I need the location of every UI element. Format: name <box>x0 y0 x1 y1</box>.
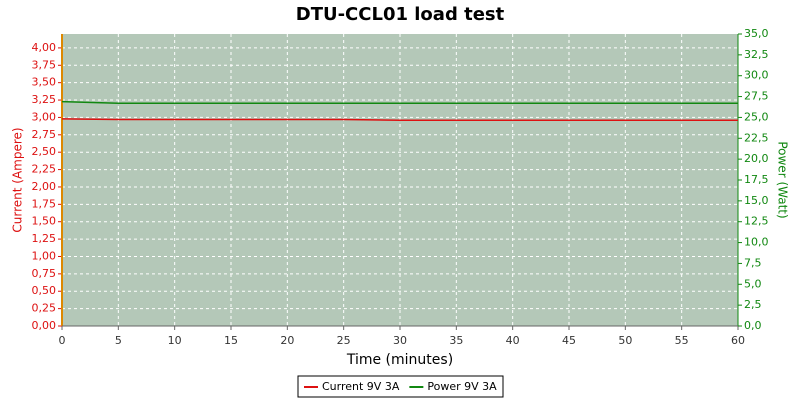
y-tick-label: 2,00 <box>32 180 57 193</box>
x-tick-label: 55 <box>675 334 689 347</box>
x-tick-label: 15 <box>224 334 238 347</box>
x-tick-label: 30 <box>393 334 407 347</box>
y-tick-label: 1,00 <box>32 249 57 262</box>
legend-label: Power 9V 3A <box>427 380 497 393</box>
chart-title: DTU-CCL01 load test <box>296 4 505 25</box>
y2-tick-label: 7,5 <box>744 256 762 269</box>
legend <box>297 375 504 398</box>
x-tick-label: 10 <box>168 334 182 347</box>
y-tick-label: 0,75 <box>32 267 57 280</box>
y-tick-label: 0,00 <box>32 319 57 332</box>
y-tick-label: 3,75 <box>32 58 57 71</box>
y-tick-label: 0,25 <box>32 302 57 315</box>
y2-tick-label: 25,0 <box>744 110 769 123</box>
y-tick-label: 3,25 <box>32 93 57 106</box>
y-tick-label: 2,50 <box>32 145 57 158</box>
series-line <box>61 118 738 121</box>
y2-tick-label: 17,5 <box>744 173 769 186</box>
y-tick-label: 3,50 <box>32 76 57 89</box>
y2-tick-label: 15,0 <box>744 194 769 207</box>
x-axis-label: Time (minutes) <box>346 352 453 368</box>
y2-tick-label: 0,0 <box>744 319 762 332</box>
y2-tick-label: 5,0 <box>744 277 762 290</box>
y-axis-label: Current (Ampere) <box>11 127 25 232</box>
y-tick-label: 1,50 <box>32 215 57 228</box>
y2-tick-label: 22,5 <box>744 131 769 144</box>
y-tick-label: 1,25 <box>32 232 57 245</box>
legend-label: Current 9V 3A <box>322 380 400 393</box>
x-tick-label: 0 <box>59 334 66 347</box>
y2-tick-label: 10,0 <box>744 236 769 249</box>
y2-tick-label: 30,0 <box>744 69 769 82</box>
y-tick-label: 3,00 <box>32 110 57 123</box>
y2-tick-label: 2,5 <box>744 298 762 311</box>
y2-tick-label: 12,5 <box>744 215 769 228</box>
x-tick-label: 45 <box>562 334 576 347</box>
y2-tick-label: 35,0 <box>744 27 769 40</box>
x-tick-label: 35 <box>449 334 463 347</box>
y-tick-label: 4,00 <box>32 41 57 54</box>
y2-axis-label: Power (Watt) <box>776 141 790 218</box>
x-tick-label: 60 <box>731 334 745 347</box>
x-tick-label: 40 <box>506 334 520 347</box>
y-tick-label: 0,50 <box>32 284 57 297</box>
x-tick-label: 5 <box>115 334 122 347</box>
y2-tick-label: 32,5 <box>744 48 769 61</box>
y-tick-label: 1,75 <box>32 197 57 210</box>
y2-tick-label: 27,5 <box>744 90 769 103</box>
x-tick-label: 20 <box>280 334 294 347</box>
series-line <box>61 100 738 104</box>
y-tick-label: 2,75 <box>32 128 57 141</box>
y-tick-label: 2,25 <box>32 163 57 176</box>
y2-tick-label: 20,0 <box>744 152 769 165</box>
x-tick-label: 25 <box>337 334 351 347</box>
x-tick-label: 50 <box>618 334 632 347</box>
